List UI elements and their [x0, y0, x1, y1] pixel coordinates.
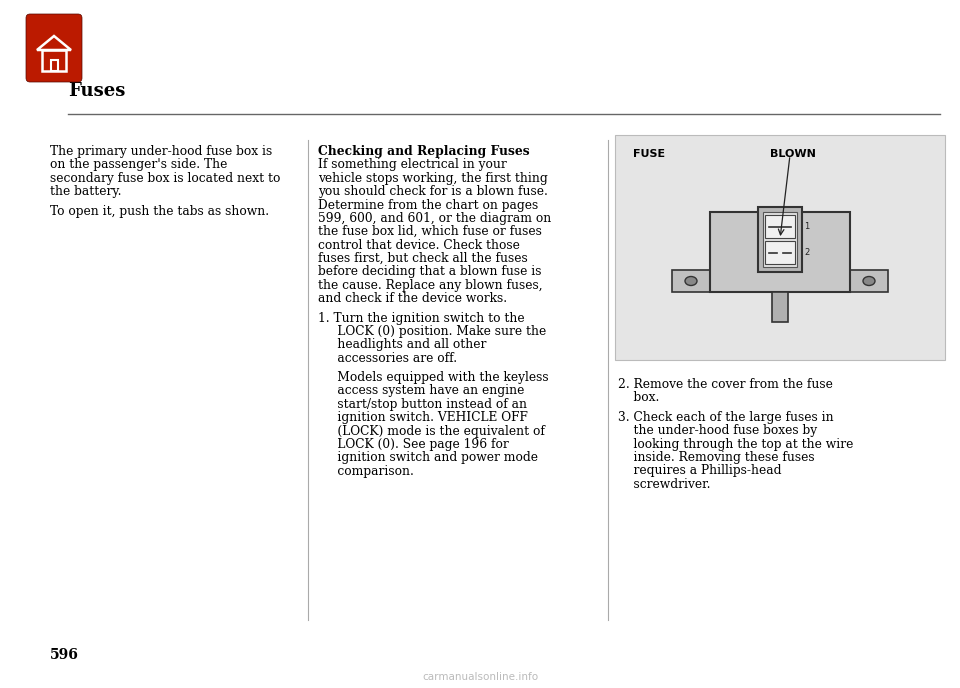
Text: and check if the device works.: and check if the device works.: [318, 292, 507, 305]
Text: accessories are off.: accessories are off.: [318, 352, 457, 365]
Text: Checking and Replacing Fuses: Checking and Replacing Fuses: [318, 145, 530, 158]
Text: 1: 1: [804, 222, 809, 231]
Text: BLOWN: BLOWN: [770, 149, 816, 159]
Text: comparison.: comparison.: [318, 464, 414, 477]
Text: FUSE: FUSE: [633, 149, 665, 159]
Text: 1. Turn the ignition switch to the: 1. Turn the ignition switch to the: [318, 312, 524, 325]
Bar: [765, 241, 795, 264]
Text: inside. Removing these fuses: inside. Removing these fuses: [618, 451, 815, 464]
Text: LOCK (0). See page 196 for: LOCK (0). See page 196 for: [318, 438, 509, 451]
Text: To open it, push the tabs as shown.: To open it, push the tabs as shown.: [50, 204, 269, 217]
Text: screwdriver.: screwdriver.: [618, 477, 710, 491]
Text: Determine from the chart on pages: Determine from the chart on pages: [318, 199, 539, 211]
Text: LOCK (0) position. Make sure the: LOCK (0) position. Make sure the: [318, 325, 546, 338]
Text: on the passenger's side. The: on the passenger's side. The: [50, 158, 228, 171]
Text: the cause. Replace any blown fuses,: the cause. Replace any blown fuses,: [318, 279, 542, 292]
Text: the battery.: the battery.: [50, 185, 122, 198]
FancyBboxPatch shape: [26, 14, 82, 82]
Text: (LOCK) mode is the equivalent of: (LOCK) mode is the equivalent of: [318, 424, 545, 438]
Text: control that device. Check those: control that device. Check those: [318, 239, 520, 252]
Bar: [615, 135, 945, 360]
Text: requires a Phillips-head: requires a Phillips-head: [618, 464, 781, 477]
Text: 3. Check each of the large fuses in: 3. Check each of the large fuses in: [618, 411, 833, 424]
Text: the fuse box lid, which fuse or fuses: the fuse box lid, which fuse or fuses: [318, 225, 541, 238]
Text: headlights and all other: headlights and all other: [318, 338, 487, 352]
Ellipse shape: [863, 277, 875, 286]
Text: before deciding that a blown fuse is: before deciding that a blown fuse is: [318, 266, 541, 279]
Text: vehicle stops working, the first thing: vehicle stops working, the first thing: [318, 172, 548, 185]
Text: ignition switch and power mode: ignition switch and power mode: [318, 451, 538, 464]
Text: ignition switch. VEHICLE OFF: ignition switch. VEHICLE OFF: [318, 411, 528, 424]
Text: the under-hood fuse boxes by: the under-hood fuse boxes by: [618, 424, 817, 437]
Text: you should check for is a blown fuse.: you should check for is a blown fuse.: [318, 185, 548, 198]
Text: Models equipped with the keyless: Models equipped with the keyless: [318, 371, 548, 384]
Text: 596: 596: [50, 648, 79, 662]
Bar: [772, 292, 788, 322]
Text: box.: box.: [618, 391, 660, 405]
Text: secondary fuse box is located next to: secondary fuse box is located next to: [50, 172, 280, 185]
Text: If something electrical in your: If something electrical in your: [318, 158, 507, 171]
Bar: [850, 270, 888, 292]
Bar: [758, 207, 802, 272]
Text: 599, 600, and 601, or the diagram on: 599, 600, and 601, or the diagram on: [318, 212, 551, 225]
Bar: [763, 212, 797, 267]
Bar: [765, 215, 795, 238]
Text: 2. Remove the cover from the fuse: 2. Remove the cover from the fuse: [618, 378, 833, 391]
Text: looking through the top at the wire: looking through the top at the wire: [618, 438, 853, 451]
Text: The primary under-hood fuse box is: The primary under-hood fuse box is: [50, 145, 273, 158]
Text: Fuses: Fuses: [68, 82, 126, 100]
Bar: [672, 270, 710, 292]
Text: 2: 2: [804, 248, 809, 257]
Text: access system have an engine: access system have an engine: [318, 385, 524, 398]
Text: start/stop button instead of an: start/stop button instead of an: [318, 398, 527, 411]
Bar: [710, 212, 850, 292]
Ellipse shape: [685, 277, 697, 286]
Text: fuses first, but check all the fuses: fuses first, but check all the fuses: [318, 252, 528, 265]
Text: carmanualsonline.info: carmanualsonline.info: [422, 672, 538, 682]
